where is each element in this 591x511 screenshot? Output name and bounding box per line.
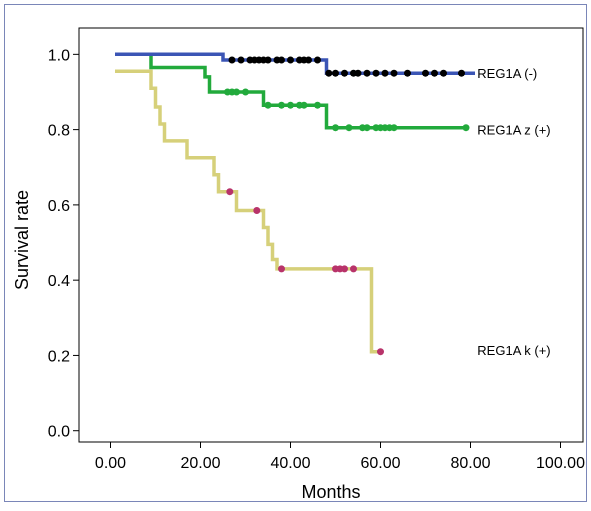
censor-marker-0	[431, 69, 438, 77]
x-tick-label: 100.00	[536, 455, 585, 472]
censor-marker-0	[264, 56, 272, 64]
censor-marker-0	[363, 69, 371, 77]
censor-marker-2	[377, 348, 384, 356]
censor-marker-0	[305, 56, 312, 64]
censor-marker-0	[422, 69, 429, 77]
series-label-0: REG1A (-)	[477, 66, 537, 81]
censor-marker-0	[390, 69, 398, 77]
x-tick-label: 20.00	[180, 455, 220, 472]
y-tick-label: 0.4	[48, 273, 70, 290]
y-tick-label: 0.2	[48, 348, 70, 365]
y-tick-label: 0.0	[48, 424, 70, 441]
y-tick-label: 0.8	[48, 123, 70, 140]
censor-marker-0	[458, 69, 465, 77]
censor-marker-2	[253, 207, 261, 214]
censor-marker-2	[341, 265, 348, 273]
plot-area	[78, 27, 584, 443]
censor-marker-1	[462, 124, 470, 132]
x-tick-label: 80.00	[450, 455, 490, 472]
series-line-2	[115, 69, 381, 354]
censor-marker-0	[228, 56, 236, 64]
censor-marker-1	[264, 101, 272, 109]
series-label-1: REG1A z (+)	[477, 123, 550, 138]
x-axis-label: Months	[301, 482, 360, 502]
censor-marker-2	[278, 265, 285, 273]
censor-marker-0	[404, 69, 411, 77]
censor-marker-1	[233, 88, 240, 96]
x-tick-label: 0.00	[95, 455, 126, 472]
censor-marker-0	[325, 69, 333, 77]
censor-marker-0	[237, 56, 245, 64]
censor-marker-1	[314, 101, 321, 109]
series-label-2: REG1A k (+)	[477, 343, 550, 358]
censor-marker-2	[226, 188, 234, 196]
censor-marker-0	[314, 56, 321, 64]
censor-marker-0	[341, 69, 348, 77]
y-tick-label: 1.0	[48, 47, 70, 64]
censor-marker-1	[287, 101, 294, 109]
x-tick-label: 40.00	[270, 455, 310, 472]
censor-marker-0	[440, 69, 447, 77]
censor-marker-0	[332, 69, 339, 77]
censor-marker-1	[363, 124, 371, 132]
censor-marker-1	[242, 88, 249, 96]
censor-marker-0	[287, 56, 294, 64]
censor-marker-1	[278, 101, 285, 109]
censor-marker-0	[372, 69, 380, 77]
censor-marker-1	[300, 101, 308, 109]
censor-marker-1	[345, 124, 353, 132]
outer-border	[4, 4, 587, 502]
censor-marker-1	[390, 124, 398, 132]
y-tick-label: 0.6	[48, 198, 70, 215]
censor-marker-0	[278, 56, 285, 64]
series-line-1	[115, 52, 466, 130]
censor-marker-2	[350, 265, 357, 273]
censor-marker-0	[381, 69, 389, 77]
censor-marker-1	[332, 124, 339, 132]
y-axis-label: Survival rate	[12, 190, 32, 290]
censor-marker-0	[354, 69, 362, 77]
x-tick-label: 60.00	[360, 455, 400, 472]
